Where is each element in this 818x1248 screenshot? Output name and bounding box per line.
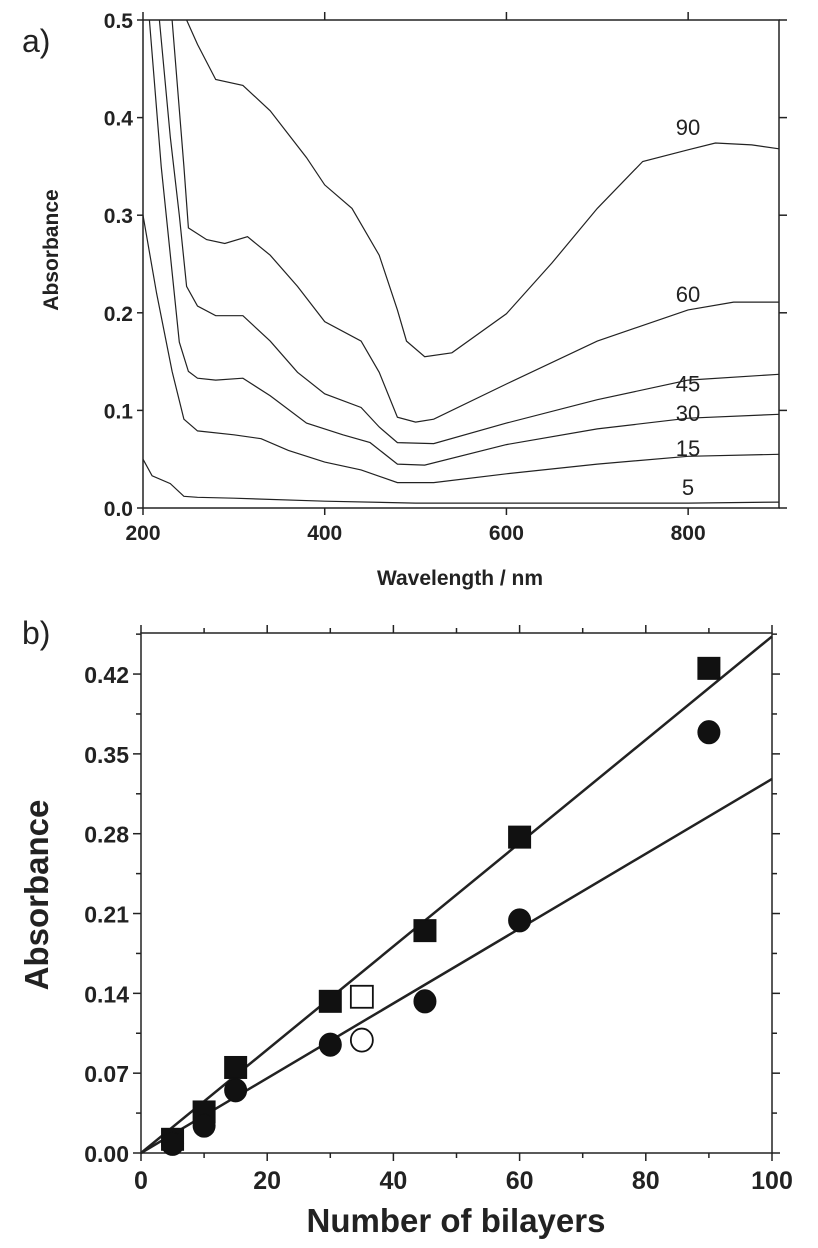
x-tick-label: 0: [134, 1167, 148, 1195]
plot-b-series: [140, 635, 773, 1156]
marker-filled-circle: [697, 720, 721, 745]
x-tick-label: 80: [632, 1167, 660, 1195]
y-tick-label: 0.1: [104, 400, 134, 423]
y-tick-label: 0.5: [104, 10, 134, 33]
panel-b-label: b): [22, 615, 50, 651]
plot-a-frame: [142, 19, 780, 509]
series-label-60: 60: [676, 282, 700, 307]
x-axis-title-b: Number of bilayers: [307, 1202, 606, 1239]
y-tick-label: 0.35: [84, 742, 129, 768]
x-tick-label: 100: [751, 1167, 793, 1195]
x-tick-label: 800: [671, 522, 706, 545]
series-label-45: 45: [676, 372, 700, 397]
marker-open-circle: [349, 1027, 374, 1053]
y-axis-title-b: Absorbance: [18, 800, 55, 991]
x-tick-label: 200: [125, 522, 160, 545]
marker-filled-square: [318, 989, 342, 1013]
plot-b-ticks: 0 20 40 60 80 100 0.00 0.07 0.14 0.21 0.28 0.35 0.42: [84, 625, 793, 1195]
y-tick-label: 0.42: [84, 662, 129, 688]
y-tick-label: 0.07: [84, 1061, 129, 1087]
plot-a-ticks: 200 400 600 800 0.0 0.1 0.2 0.3 0.4 0.5: [104, 10, 787, 545]
y-tick-label: 0.28: [84, 822, 129, 848]
panel-a-spectra-chart: a) 200 400 600 800 0.0 0.1 0.2 0.3 0.4 0.5 90 60 45…: [22, 10, 787, 590]
x-axis-title-a: Wavelength / nm: [377, 567, 543, 590]
spectrum-line-5: [142, 458, 780, 504]
marker-filled-square: [508, 825, 532, 849]
y-tick-label: 0.3: [104, 205, 133, 228]
marker-filled-circle: [192, 1113, 216, 1138]
series-label-5: 5: [682, 475, 694, 500]
marker-filled-circle: [318, 1032, 342, 1057]
spectrum-line-15: [142, 215, 780, 484]
y-axis-title-a: Absorbance: [40, 189, 63, 310]
marker-filled-circle: [161, 1131, 185, 1156]
y-tick-label: 0.00: [84, 1141, 129, 1167]
y-tick-label: 0.2: [104, 303, 133, 326]
marker-filled-square: [697, 656, 721, 680]
panel-b-scatter-chart: b) 0 20 40 60 80 1000.000.070.140.210.280.350…: [18, 615, 793, 1239]
x-tick-label: 40: [379, 1167, 407, 1195]
marker-filled-circle: [508, 908, 532, 933]
spectrum-line-30: [148, 19, 780, 466]
plot-a-series: 90 60 45 30 15 5: [142, 19, 780, 504]
series-label-15: 15: [676, 436, 700, 461]
series-label-90: 90: [676, 115, 700, 140]
marker-filled-circle: [224, 1078, 248, 1103]
marker-open-square: [349, 984, 374, 1009]
spectrum-line-60: [171, 19, 779, 423]
y-tick-label: 0.14: [84, 981, 129, 1007]
y-tick-label: 0.0: [104, 498, 133, 521]
spectrum-line-90: [186, 19, 780, 358]
marker-filled-square: [413, 919, 437, 943]
y-tick-label: 0.4: [104, 108, 134, 131]
x-tick-label: 600: [489, 522, 524, 545]
marker-filled-square: [224, 1055, 248, 1079]
marker-filled-circle: [413, 989, 437, 1014]
series-label-30: 30: [676, 401, 700, 426]
y-tick-label: 0.21: [84, 902, 129, 928]
x-tick-label: 20: [253, 1167, 281, 1195]
panel-a-label: a): [22, 23, 50, 59]
x-tick-label: 400: [307, 522, 342, 545]
spectrum-line-45: [158, 19, 780, 445]
x-tick-label: 60: [506, 1167, 534, 1195]
